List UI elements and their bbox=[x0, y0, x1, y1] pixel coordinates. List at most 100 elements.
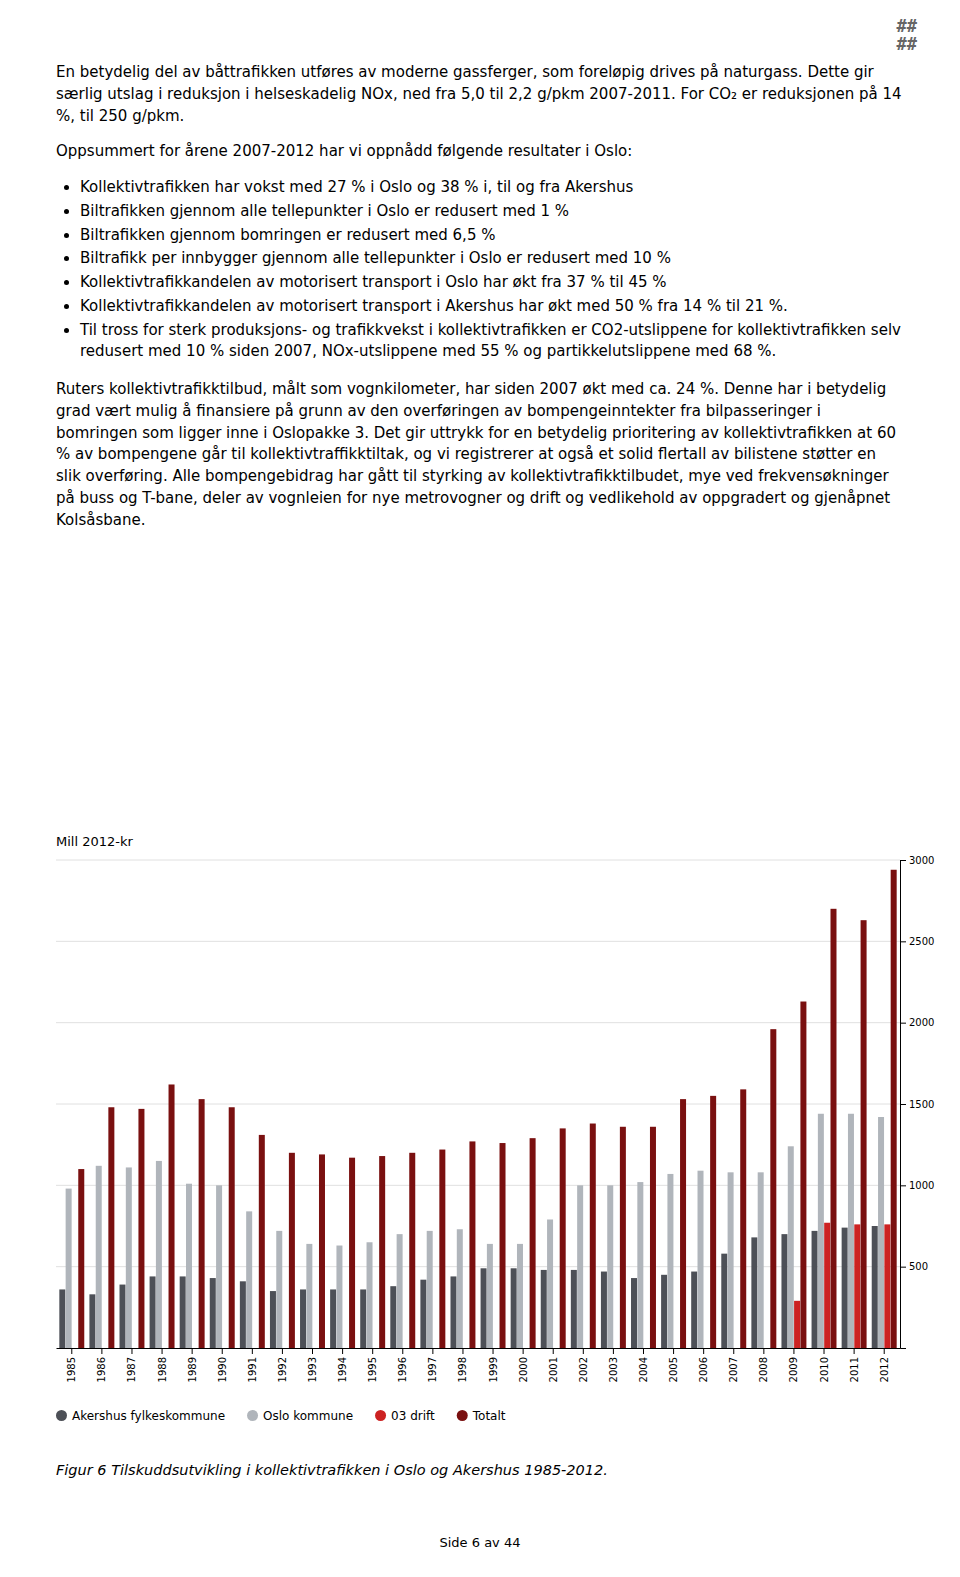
x-tick-label: 1991 bbox=[247, 1357, 258, 1382]
bar bbox=[409, 1153, 415, 1348]
bar bbox=[758, 1172, 764, 1348]
bar bbox=[349, 1158, 355, 1348]
bar bbox=[891, 870, 897, 1348]
bar bbox=[781, 1234, 787, 1348]
bar bbox=[132, 1348, 138, 1349]
corner-marks: #### bbox=[897, 18, 917, 54]
x-tick-mark bbox=[162, 1348, 163, 1354]
y-axis-line bbox=[901, 861, 907, 1349]
x-tick-label: 1992 bbox=[277, 1357, 288, 1382]
y-tick-mark bbox=[900, 941, 906, 942]
x-axis: 1985198619871988198919901991199219931994… bbox=[57, 1348, 901, 1382]
x-tick: 2001 bbox=[548, 1348, 559, 1382]
bar bbox=[607, 1185, 613, 1348]
x-tick-label: 1990 bbox=[217, 1357, 228, 1382]
bullet-list: Kollektivtrafikken har vokst med 27 % i … bbox=[56, 177, 904, 363]
y-tick-mark bbox=[900, 1185, 906, 1186]
bar bbox=[343, 1348, 349, 1349]
x-tick-mark bbox=[763, 1348, 764, 1354]
bar bbox=[330, 1289, 336, 1348]
bar bbox=[216, 1185, 222, 1348]
x-tick: 2006 bbox=[698, 1348, 709, 1382]
x-tick-mark bbox=[252, 1348, 253, 1354]
x-tick-mark bbox=[402, 1348, 403, 1354]
bar bbox=[734, 1348, 740, 1349]
bar bbox=[721, 1254, 727, 1348]
x-tick-label: 2003 bbox=[608, 1357, 619, 1382]
bar bbox=[861, 920, 867, 1348]
bar bbox=[620, 1127, 626, 1348]
x-tick: 1996 bbox=[397, 1348, 408, 1382]
bar bbox=[300, 1289, 306, 1348]
x-tick-mark bbox=[71, 1348, 72, 1354]
x-tick: 2009 bbox=[788, 1348, 799, 1382]
x-tick: 1986 bbox=[96, 1348, 107, 1382]
bar bbox=[728, 1172, 734, 1348]
legend-item: Akershus fylkeskommune bbox=[56, 1409, 225, 1423]
x-tick-mark bbox=[192, 1348, 193, 1354]
bar bbox=[229, 1107, 235, 1348]
bar bbox=[637, 1182, 643, 1348]
legend-swatch bbox=[56, 1410, 67, 1421]
x-tick: 1985 bbox=[66, 1348, 77, 1382]
bullet: Kollektivtrafikken har vokst med 27 % i … bbox=[80, 177, 904, 199]
bar bbox=[270, 1291, 276, 1348]
x-tick: 1992 bbox=[277, 1348, 288, 1382]
x-tick-label: 1999 bbox=[488, 1357, 499, 1382]
x-tick: 1991 bbox=[247, 1348, 258, 1382]
x-tick-mark bbox=[793, 1348, 794, 1354]
y-tick-mark bbox=[900, 1104, 906, 1105]
bar bbox=[59, 1289, 65, 1348]
x-tick: 1989 bbox=[187, 1348, 198, 1382]
bar bbox=[631, 1278, 637, 1348]
bar bbox=[138, 1109, 144, 1348]
legend-item: Oslo kommune bbox=[247, 1409, 353, 1423]
bar bbox=[884, 1224, 890, 1348]
bar bbox=[674, 1348, 680, 1349]
bar bbox=[818, 1114, 824, 1348]
bar bbox=[360, 1289, 366, 1348]
bar bbox=[433, 1348, 439, 1349]
x-tick-mark bbox=[613, 1348, 614, 1354]
bar bbox=[794, 1301, 800, 1348]
bar bbox=[583, 1348, 589, 1349]
bar bbox=[553, 1348, 559, 1349]
bar bbox=[523, 1348, 529, 1349]
bar bbox=[500, 1143, 506, 1348]
x-tick: 2012 bbox=[879, 1348, 890, 1382]
bar bbox=[373, 1348, 379, 1349]
y-tick-label: 3000 bbox=[909, 855, 934, 866]
x-tick-mark bbox=[733, 1348, 734, 1354]
legend-swatch bbox=[457, 1410, 468, 1421]
bar bbox=[108, 1107, 114, 1348]
x-tick: 2008 bbox=[758, 1348, 769, 1382]
x-tick-mark bbox=[493, 1348, 494, 1354]
x-tick: 1993 bbox=[307, 1348, 318, 1382]
bars bbox=[59, 870, 896, 1348]
bar bbox=[306, 1244, 312, 1348]
y-tick-label: 1500 bbox=[909, 1099, 934, 1110]
x-tick-label: 1997 bbox=[427, 1357, 438, 1382]
x-tick-mark bbox=[673, 1348, 674, 1354]
y-tick-label: 2500 bbox=[909, 936, 934, 947]
bar bbox=[192, 1348, 198, 1349]
bullet: Biltrafikken gjennom bomringen er reduse… bbox=[80, 225, 904, 247]
x-tick: 1990 bbox=[217, 1348, 228, 1382]
bar bbox=[830, 909, 836, 1348]
x-tick-label: 2009 bbox=[788, 1357, 799, 1382]
x-tick: 1994 bbox=[337, 1348, 348, 1382]
bar bbox=[319, 1154, 325, 1348]
bar bbox=[878, 1117, 884, 1348]
paragraph: Oppsummert for årene 2007-2012 har vi op… bbox=[56, 141, 904, 163]
bar bbox=[481, 1268, 487, 1348]
bar bbox=[691, 1272, 697, 1348]
bar bbox=[78, 1169, 84, 1348]
body-text: En betydelig del av båttrafikken utføres… bbox=[56, 62, 904, 545]
x-tick-label: 2006 bbox=[698, 1357, 709, 1382]
bar bbox=[199, 1099, 205, 1348]
bar bbox=[704, 1348, 710, 1349]
x-tick-mark bbox=[432, 1348, 433, 1354]
page-number: Side 6 av 44 bbox=[0, 1535, 960, 1550]
bar bbox=[102, 1348, 108, 1349]
paragraph: Ruters kollektivtrafikktilbud, målt som … bbox=[56, 379, 904, 531]
